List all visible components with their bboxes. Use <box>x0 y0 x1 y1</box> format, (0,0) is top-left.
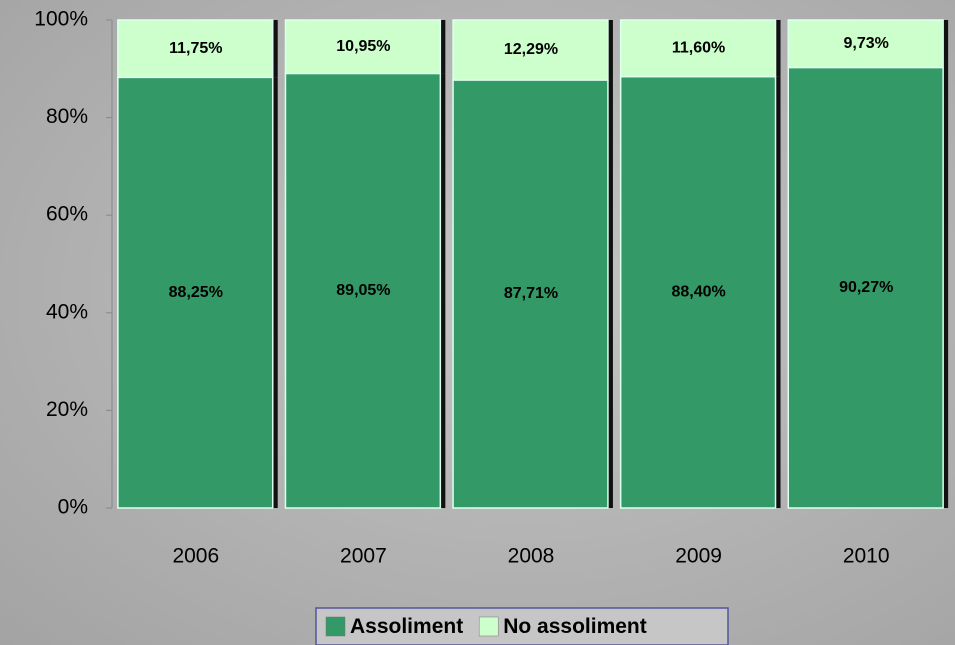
legend-box <box>315 607 729 645</box>
bar-segment <box>284 19 442 75</box>
y-tick-label: 40% <box>46 300 88 323</box>
x-tick-label: 2009 <box>675 545 722 568</box>
bar-segment <box>619 19 777 78</box>
bar-shadow <box>440 73 446 508</box>
x-tick-label: 2006 <box>172 545 219 568</box>
bar-shadow <box>943 20 949 68</box>
bar-segment <box>452 19 609 81</box>
bar-shadow <box>607 20 613 80</box>
bar-shadow <box>943 67 949 509</box>
data-label: 10,95% <box>336 38 390 55</box>
y-tick-label: 100% <box>34 8 88 31</box>
bar-segment <box>787 66 944 509</box>
y-tick-label: 60% <box>46 203 88 226</box>
data-label: 12,29% <box>504 41 558 58</box>
data-label: 88,40% <box>671 284 725 301</box>
bar-shadow <box>272 77 278 508</box>
x-tick-label: 2010 <box>843 545 890 568</box>
legend-label: No assoliment <box>503 615 647 638</box>
data-label: 90,27% <box>839 279 893 296</box>
bar-segment <box>619 75 777 509</box>
data-label: 9,73% <box>844 35 889 52</box>
data-label: 88,25% <box>169 284 223 301</box>
bar-segment <box>284 72 442 509</box>
legend-label: Assoliment <box>350 615 463 638</box>
y-tick-label: 0% <box>58 496 88 519</box>
legend-swatch <box>478 616 499 637</box>
bar-segment <box>117 19 274 79</box>
data-label: 11,60% <box>672 40 725 57</box>
data-label: 11,75% <box>169 40 222 57</box>
bar-segment <box>452 79 609 509</box>
legend-swatch <box>325 616 346 637</box>
y-tick-label: 20% <box>46 398 88 421</box>
bar-shadow <box>775 76 781 508</box>
bar-segment <box>787 19 944 69</box>
bar-shadow <box>775 20 781 77</box>
bar-shadow <box>272 20 278 78</box>
bar-shadow <box>440 20 446 74</box>
y-tick-label: 80% <box>46 105 88 128</box>
bar-shadow <box>607 79 613 509</box>
data-label: 87,71% <box>504 285 558 302</box>
x-tick-label: 2007 <box>340 545 387 568</box>
data-label: 89,05% <box>336 282 390 299</box>
x-tick-label: 2008 <box>508 545 555 568</box>
